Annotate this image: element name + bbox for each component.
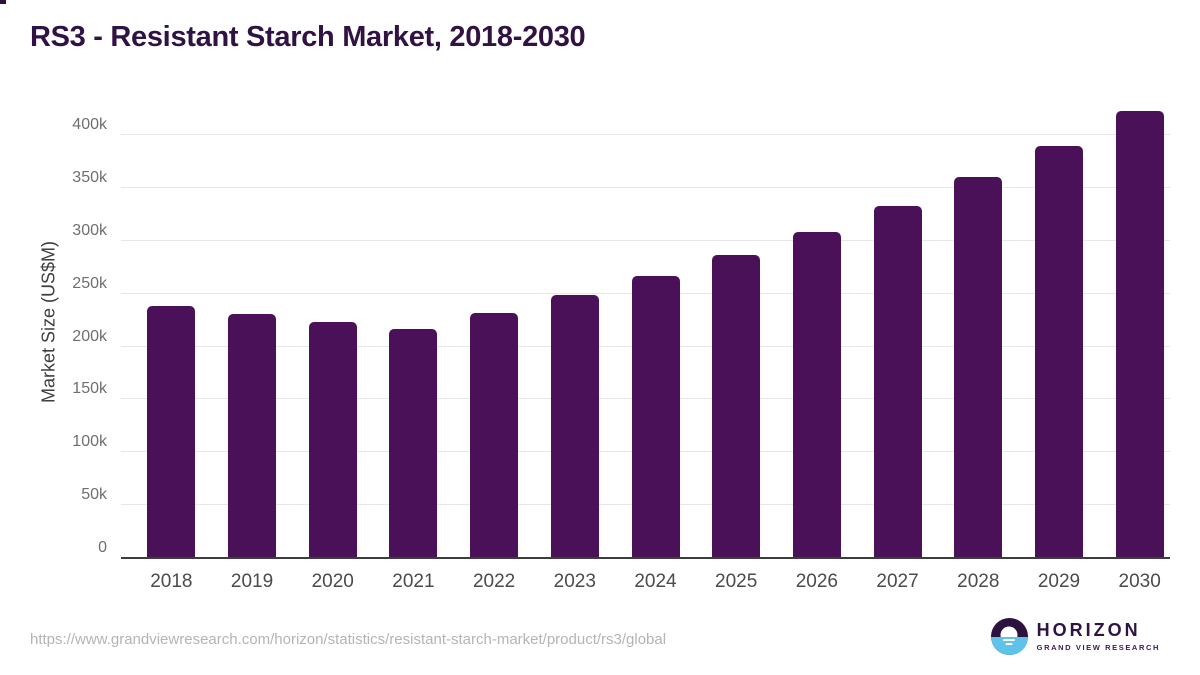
x-tick-label-2026: 2026 (795, 571, 839, 592)
horizon-logo-icon (990, 618, 1028, 655)
gridline-350k (121, 186, 1170, 188)
bar-2026 (792, 232, 841, 558)
x-tick-label-2029: 2029 (1037, 571, 1081, 592)
x-tick-label-2019: 2019 (230, 571, 274, 592)
bar-2019 (228, 313, 277, 558)
bar-2030 (1115, 110, 1164, 558)
x-tick-label-2027: 2027 (876, 571, 919, 592)
x-tick-label-2018: 2018 (150, 571, 193, 592)
gridline-300k (121, 239, 1170, 241)
logo-text: HORIZON GRAND VIEW RESEARCH (1036, 620, 1160, 652)
plot-area: 0 50k 100k 150k 200k 250k 300k 350k 400k 2018 2019… (72, 100, 1170, 592)
x-tick-label-2023: 2023 (553, 571, 596, 592)
x-tick-label-2020: 2020 (311, 571, 354, 592)
horizon-logo: HORIZON GRAND VIEW RESEARCH (990, 618, 1160, 655)
bar-2018 (147, 306, 196, 558)
x-axis-line (121, 557, 1170, 559)
y-tick-label-100k: 100k (72, 433, 107, 451)
sea-half (990, 636, 1028, 655)
x-tick-label-2022: 2022 (472, 571, 516, 592)
chart-title: RS3 - Resistant Starch Market, 2018-2030 (30, 21, 586, 53)
wave-line-icon (1003, 639, 1016, 641)
bar-2027 (873, 205, 922, 558)
wave-line-icon (1005, 643, 1013, 645)
bar-2025 (712, 254, 761, 558)
x-tick-label-2028: 2028 (957, 571, 1000, 592)
y-tick-label-250k: 250k (72, 274, 107, 292)
bar-2028 (954, 177, 1003, 558)
bar-2022 (470, 312, 519, 558)
bar-2020 (308, 322, 357, 558)
bar-2021 (389, 328, 438, 558)
corner-artifact (0, 0, 6, 4)
bar-2029 (1034, 145, 1083, 558)
y-tick-label-150k: 150k (72, 380, 107, 398)
y-tick-label-300k: 300k (72, 221, 107, 239)
y-tick-label-350k: 350k (72, 168, 107, 186)
gridline-400k (121, 134, 1170, 135)
y-tick-label-400k: 400k (72, 116, 107, 133)
logo-subtitle: GRAND VIEW RESEARCH (1036, 642, 1160, 652)
y-tick-label-0: 0 (98, 539, 107, 556)
y-axis-title: Market Size (US$M) (38, 240, 59, 404)
y-tick-label-50k: 50k (81, 486, 107, 504)
x-tick-label-2030: 2030 (1118, 571, 1161, 592)
source-url: https://www.grandviewresearch.com/horizo… (30, 631, 667, 648)
x-tick-label-2021: 2021 (392, 571, 435, 592)
logo-name: HORIZON (1036, 620, 1141, 641)
y-tick-label-200k: 200k (72, 327, 107, 345)
bar-2024 (631, 275, 680, 558)
bar-2023 (550, 294, 599, 558)
x-tick-label-2024: 2024 (634, 571, 677, 592)
x-tick-label-2025: 2025 (715, 571, 758, 592)
